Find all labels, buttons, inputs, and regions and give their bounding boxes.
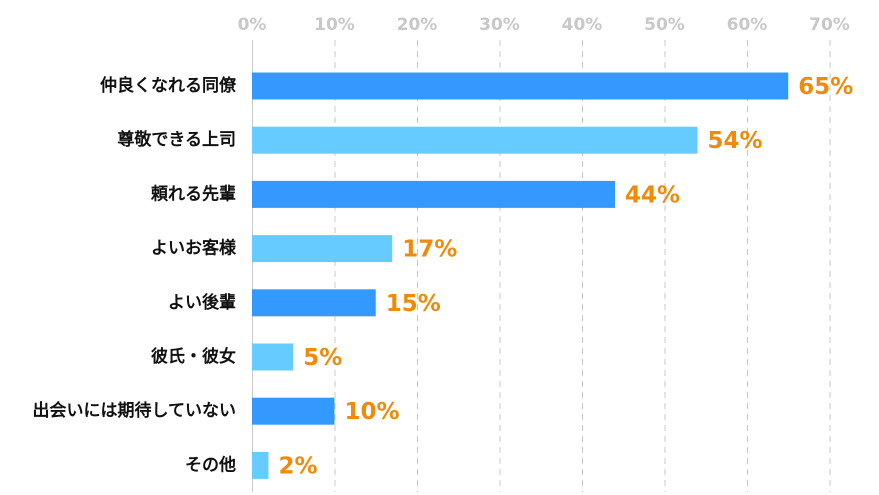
category-label: その他 — [185, 454, 236, 475]
value-label: 54% — [708, 128, 763, 154]
category-label: よいお客様 — [151, 238, 237, 259]
value-label: 5% — [303, 345, 342, 371]
bar — [252, 235, 393, 263]
x-tick-label: 60% — [727, 15, 768, 35]
bar — [252, 289, 376, 317]
value-label: 15% — [386, 291, 441, 317]
x-tick-label: 30% — [479, 15, 520, 35]
x-tick-label: 0% — [238, 15, 267, 35]
x-tick-label: 10% — [314, 15, 355, 35]
category-label: よい後輩 — [168, 292, 236, 313]
category-label: 頼れる先輩 — [151, 183, 236, 204]
value-labels: 65% 54% 44% 17% 15% 5% 10% 2% — [279, 74, 854, 479]
value-label: 17% — [402, 237, 457, 263]
x-axis-tick-labels: 0% 10% 20% 30% 40% 50% 60% 70% — [238, 15, 850, 35]
x-tick-label: 20% — [397, 15, 438, 35]
value-label: 10% — [345, 399, 400, 425]
bar — [252, 72, 789, 100]
category-label: 尊敬できる上司 — [117, 129, 236, 150]
category-label: 出会いには期待していない — [33, 400, 237, 421]
category-label: 彼氏・彼女 — [151, 346, 236, 367]
bars — [252, 72, 789, 479]
x-tick-label: 70% — [809, 15, 850, 35]
bar — [252, 397, 335, 425]
x-tick-label: 50% — [644, 15, 685, 35]
bar — [252, 451, 269, 479]
x-tick-label: 40% — [562, 15, 603, 35]
bar — [252, 180, 615, 208]
value-label: 44% — [625, 182, 680, 208]
bar — [252, 126, 698, 154]
value-label: 65% — [798, 74, 853, 100]
bar — [252, 343, 294, 371]
category-label: 仲良くなれる同僚 — [100, 75, 237, 96]
grid-lines — [252, 40, 831, 492]
category-labels: 仲良くなれる同僚尊敬できる上司頼れる先輩よいお客様よい後輩彼氏・彼女出会いには期… — [33, 75, 237, 475]
value-label: 2% — [279, 453, 318, 479]
